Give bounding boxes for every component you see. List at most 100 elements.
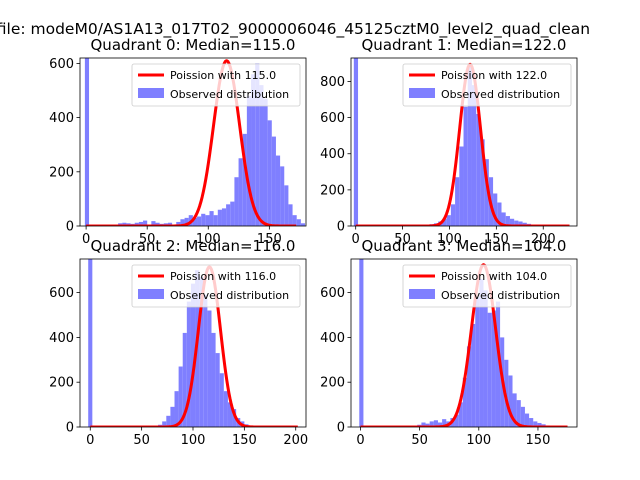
y-tick-label: 400 bbox=[320, 147, 345, 162]
histogram-bar bbox=[353, 58, 359, 226]
histogram-bar bbox=[167, 222, 173, 226]
legend: Poission with 116.0 Observed distribution bbox=[131, 264, 301, 308]
histogram-bar bbox=[514, 220, 519, 226]
histogram-bar bbox=[455, 177, 460, 226]
histogram-bar bbox=[288, 204, 293, 226]
histogram-bar bbox=[267, 120, 272, 226]
histogram-bar bbox=[484, 159, 489, 226]
histogram-bar bbox=[421, 422, 426, 427]
histogram-bar bbox=[425, 423, 430, 427]
y-tick-label: 0 bbox=[66, 220, 74, 235]
x-tick-label: 100 bbox=[181, 433, 206, 448]
subplots-grid: 0 50 100 150 0 200 400 600 Quadrant 0: Median=11… bbox=[49, 36, 578, 448]
figure-suptitle: n file: modeM0/AS1A13_017T02_9000006046_… bbox=[0, 20, 590, 39]
histogram-bar bbox=[442, 218, 447, 226]
x-tick-label: 150 bbox=[526, 433, 551, 448]
legend-fit-label: Poission with 122.0 bbox=[441, 69, 547, 82]
histogram-bar bbox=[520, 406, 525, 427]
histogram-bar bbox=[84, 58, 90, 226]
histogram-bar bbox=[246, 95, 252, 226]
histogram-bar bbox=[296, 219, 301, 226]
y-tick-label: 600 bbox=[320, 286, 345, 301]
histogram-bar bbox=[182, 332, 187, 427]
histogram-bar bbox=[221, 208, 227, 226]
histogram-bar bbox=[122, 222, 127, 226]
x-tick-label: 50 bbox=[394, 232, 411, 247]
histogram-bar bbox=[433, 420, 438, 427]
axes-frame bbox=[350, 57, 578, 227]
histogram-bar bbox=[467, 67, 472, 226]
histogram-bar bbox=[524, 413, 530, 427]
subplot-title: Quadrant 2: Median=116.0 bbox=[91, 237, 296, 255]
axes-frame bbox=[350, 258, 578, 428]
subplot-title: Quadrant 0: Median=115.0 bbox=[91, 36, 296, 54]
histogram-bar bbox=[230, 201, 235, 226]
histogram-bar bbox=[450, 204, 456, 226]
histogram-bar bbox=[263, 98, 268, 226]
histogram-bar bbox=[454, 414, 459, 427]
plot-area bbox=[84, 58, 306, 226]
y-tick-label: 200 bbox=[49, 165, 74, 180]
x-tick-label: 50 bbox=[411, 433, 428, 448]
legend-hist-label: Observed distribution bbox=[441, 88, 560, 101]
histogram-bar bbox=[292, 215, 297, 226]
histogram-bar bbox=[491, 310, 496, 427]
subplot-2: 0 50 100 150 200 0 200 400 600 Quadrant 2: Median… bbox=[49, 237, 308, 448]
legend-hist-label: Observed distribution bbox=[170, 88, 289, 101]
x-tick-label: 150 bbox=[484, 232, 509, 247]
histogram-bar bbox=[209, 211, 214, 226]
x-tick-label: 200 bbox=[531, 232, 556, 247]
histogram-bar bbox=[174, 391, 179, 427]
legend: Poission with 122.0 Observed distribution bbox=[402, 63, 572, 107]
histogram-bar bbox=[226, 204, 231, 226]
histogram-bar bbox=[458, 402, 463, 427]
histogram-bar bbox=[242, 133, 247, 226]
histogram-bar bbox=[446, 215, 451, 226]
y-tick-label: 0 bbox=[337, 421, 345, 436]
histogram-bar bbox=[275, 155, 281, 226]
histogram-bar bbox=[512, 393, 517, 427]
legend-hist-swatch bbox=[138, 289, 164, 299]
histogram-bar bbox=[522, 222, 527, 226]
y-tick-label: 200 bbox=[320, 376, 345, 391]
x-tick-label: 0 bbox=[86, 433, 94, 448]
histogram-bar bbox=[238, 158, 243, 226]
histogram-bar bbox=[442, 419, 447, 427]
y-tick-label: 200 bbox=[320, 183, 345, 198]
subplot-0: 0 50 100 150 0 200 400 600 Quadrant 0: Median=11… bbox=[49, 36, 307, 247]
histogram-bar bbox=[215, 353, 220, 427]
histogram-bar bbox=[197, 216, 202, 226]
axes-frame bbox=[79, 57, 307, 227]
x-tick-label: 0 bbox=[352, 232, 360, 247]
histogram-bar bbox=[466, 346, 472, 427]
histogram-bar bbox=[211, 332, 216, 427]
histogram-bar bbox=[529, 418, 534, 427]
histogram-bar bbox=[184, 217, 189, 226]
legend: Poission with 115.0 Observed distribution bbox=[131, 63, 301, 107]
y-tick-label: 0 bbox=[66, 421, 74, 436]
histogram-bar bbox=[497, 202, 502, 226]
legend-frame bbox=[402, 264, 572, 308]
histogram-bar bbox=[300, 223, 306, 226]
histogram-bar bbox=[359, 259, 364, 427]
histogram-bar bbox=[462, 377, 467, 427]
x-tick-label: 50 bbox=[139, 232, 156, 247]
histogram-bar bbox=[251, 74, 256, 226]
histogram-bar bbox=[203, 294, 208, 427]
x-tick-label: 150 bbox=[257, 232, 282, 247]
histogram-bar bbox=[234, 177, 239, 226]
histogram-bar bbox=[166, 415, 171, 427]
x-tick-label: 100 bbox=[196, 232, 221, 247]
histogram-bar bbox=[280, 166, 285, 226]
subplot-title: Quadrant 1: Median=122.0 bbox=[362, 36, 567, 54]
y-tick-label: 400 bbox=[49, 331, 74, 346]
histogram-bar bbox=[487, 312, 492, 427]
histogram-bar bbox=[479, 279, 484, 427]
subplot-3: 0 50 100 150 0 200 400 600 Quadrant 3: Median=10… bbox=[320, 237, 578, 448]
histogram-bar bbox=[192, 217, 198, 226]
histogram-bar bbox=[201, 213, 206, 226]
histogram-bar bbox=[190, 283, 196, 427]
histogram-bar bbox=[471, 85, 477, 226]
histogram-bar bbox=[143, 220, 148, 226]
